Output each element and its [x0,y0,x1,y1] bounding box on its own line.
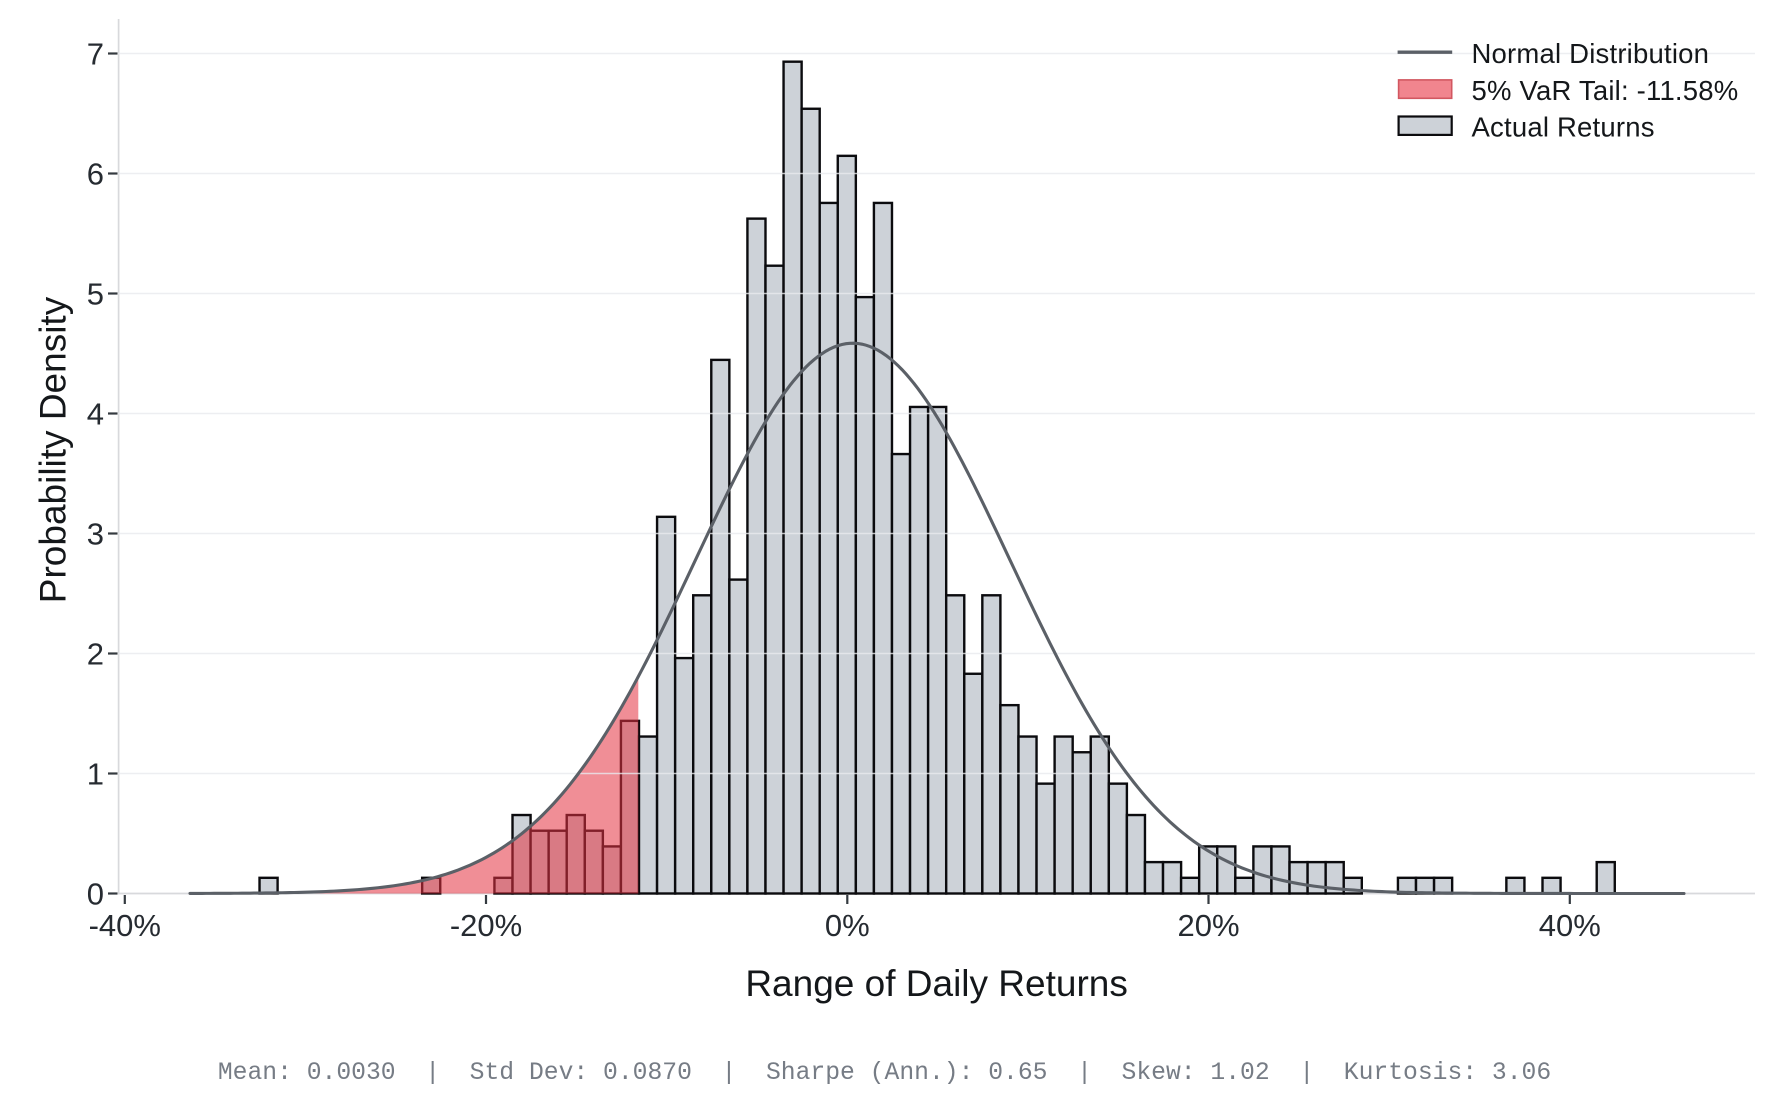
svg-text:Mean: 0.0030 | Std Dev: 0.08: Mean: 0.0030 | Std Dev: 0.0870 | Sharpe … [218,1059,1551,1087]
svg-text:40%: 40% [1539,908,1601,943]
svg-text:4: 4 [87,397,104,432]
svg-text:Range of Daily Returns: Range of Daily Returns [745,963,1128,1004]
svg-text:-40%: -40% [89,908,161,943]
svg-text:20%: 20% [1177,908,1239,943]
svg-text:Normal Distribution: Normal Distribution [1472,38,1710,69]
svg-text:0: 0 [87,877,104,912]
svg-text:1: 1 [87,757,104,792]
svg-text:7: 7 [87,37,104,72]
svg-text:6: 6 [87,157,104,192]
svg-text:Probability Density: Probability Density [33,296,74,603]
svg-text:5: 5 [87,277,104,312]
svg-text:Actual Returns: Actual Returns [1472,112,1655,143]
svg-text:5% VaR Tail: -11.58%: 5% VaR Tail: -11.58% [1472,75,1739,106]
svg-text:2: 2 [87,637,104,672]
svg-text:-20%: -20% [450,908,522,943]
svg-text:0%: 0% [825,908,870,943]
svg-text:3: 3 [87,517,104,552]
